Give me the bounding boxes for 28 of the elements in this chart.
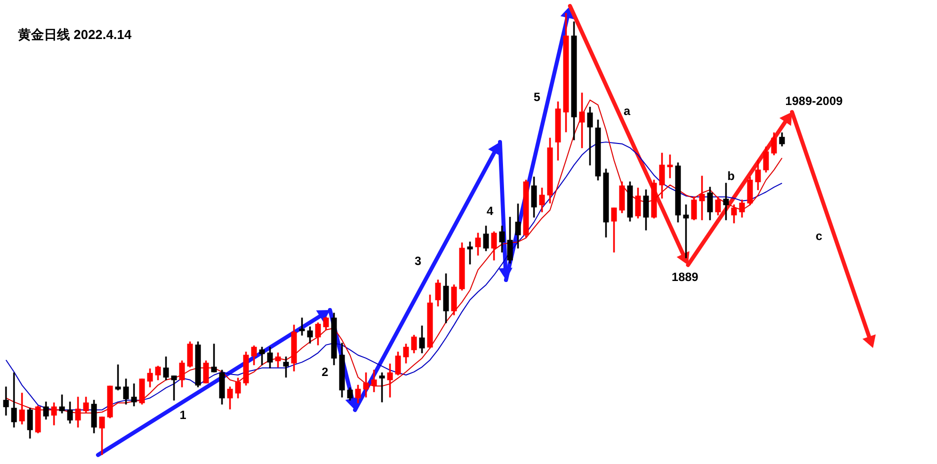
- candlestick: [115, 364, 121, 390]
- candlestick: [579, 92, 585, 148]
- candlestick: [467, 242, 473, 264]
- annotation: 4: [486, 204, 494, 218]
- candlestick: [171, 376, 177, 401]
- annotation: b: [727, 169, 735, 183]
- candlestick: [723, 182, 729, 220]
- candlestick: [11, 372, 17, 428]
- annotation: 1989-2009: [785, 94, 843, 108]
- candlestick: [211, 344, 217, 372]
- candlestick: [699, 176, 705, 220]
- candlestick: [379, 372, 385, 402]
- candlestick: [283, 356, 289, 378]
- annotation: 1: [180, 408, 186, 422]
- candlestick: [683, 204, 689, 258]
- annotation: a: [624, 104, 630, 118]
- candlestick: [387, 364, 393, 398]
- text: 黄金日线 2022.4.14: [18, 26, 132, 44]
- candlestick: [667, 154, 673, 178]
- annotation: 3: [414, 254, 422, 268]
- candlestick: [131, 384, 137, 406]
- candlestick: [299, 318, 305, 336]
- annotation: 1889: [672, 270, 698, 284]
- candlestick: [59, 394, 65, 414]
- candlestick: [3, 386, 9, 416]
- annotation: 2: [322, 365, 328, 379]
- annotation: 5: [534, 90, 540, 104]
- text: c: [816, 229, 822, 243]
